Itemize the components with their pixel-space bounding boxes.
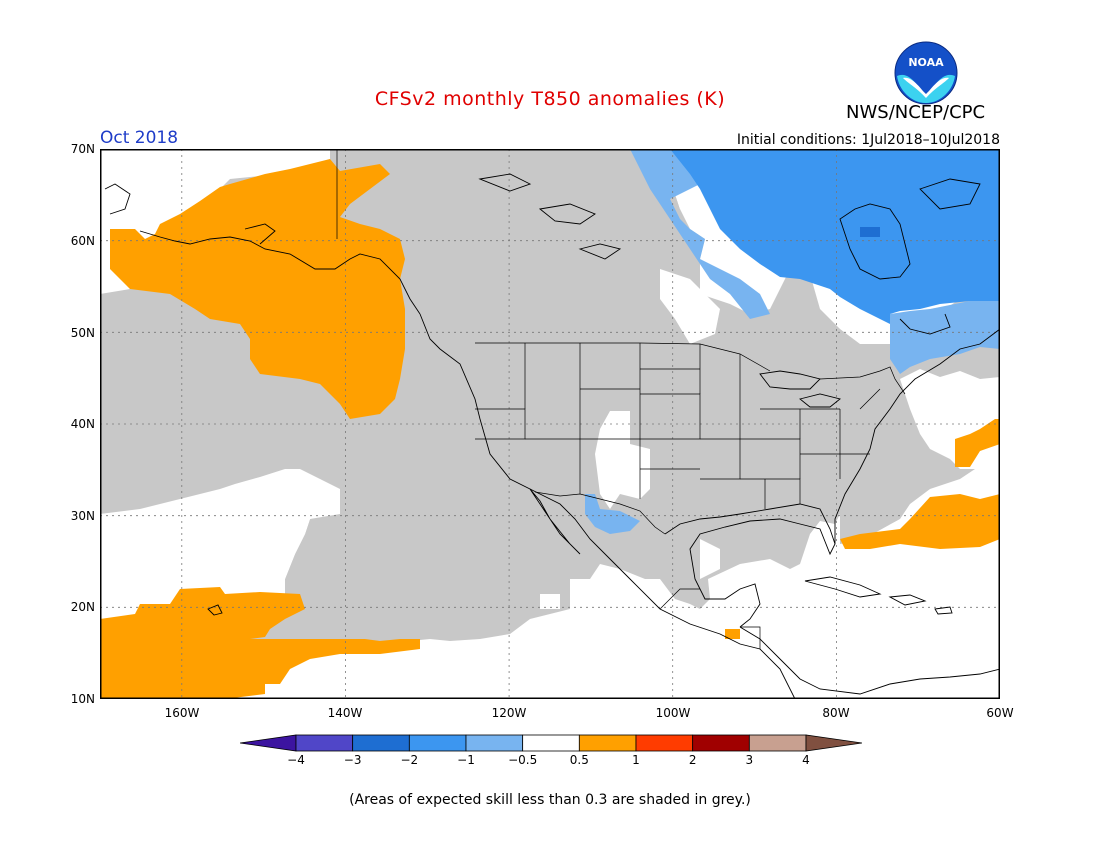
colorbar-cell xyxy=(240,734,297,752)
colorbar-label: 3 xyxy=(745,753,754,767)
colorbar-label: −2 xyxy=(400,753,419,767)
colorbar-label: 2 xyxy=(688,753,697,767)
colorbar-label: 1 xyxy=(632,753,640,767)
colorbar-cell xyxy=(805,734,862,752)
noaa-logo: NOAA xyxy=(894,41,958,105)
lat-label: 70N xyxy=(70,142,95,156)
colorbar-cell xyxy=(692,734,750,752)
colorbar-label: −4 xyxy=(287,753,305,767)
lon-label: 140W xyxy=(327,706,363,720)
colorbar-label: −0.5 xyxy=(508,753,538,767)
cool-anomaly-medium-region xyxy=(670,149,1000,324)
colorbar-cell xyxy=(748,734,807,752)
graticule xyxy=(100,149,1000,699)
lon-label: 120W xyxy=(491,706,527,720)
colorbar xyxy=(240,734,862,752)
political-borders xyxy=(336,149,906,649)
colorbar-label: −1 xyxy=(457,753,475,767)
lon-label: 160W xyxy=(164,706,200,720)
colorbar-cell xyxy=(295,734,354,752)
colorbar-cell xyxy=(522,734,580,752)
map-frame xyxy=(100,149,1000,699)
colorbar-cell xyxy=(408,734,467,752)
lat-label: 10N xyxy=(70,692,95,706)
cool-anomaly-strong-region xyxy=(860,227,880,237)
cool-anomaly-light-region xyxy=(585,149,1000,534)
lat-label: 50N xyxy=(70,326,95,340)
organization-label: NWS/NCEP/CPC xyxy=(846,102,986,123)
initial-conditions-label: Initial conditions: 1Jul2018–10Jul2018 xyxy=(736,132,1000,148)
colorbar-cell xyxy=(635,734,694,752)
colorbar-label: −3 xyxy=(343,753,362,767)
colorbar-cell xyxy=(578,734,637,752)
noaa-logo-text: NOAA xyxy=(908,56,944,69)
lat-label: 30N xyxy=(70,509,95,523)
colorbar-label: 4 xyxy=(802,753,810,767)
warm-anomaly-region xyxy=(100,159,1000,699)
forecast-month-label: Oct 2018 xyxy=(100,128,179,148)
map-title: CFSv2 monthly T850 anomalies (K) xyxy=(374,88,726,110)
anomaly-map xyxy=(100,149,1000,699)
lon-label: 80W xyxy=(822,706,850,720)
skill-footnote: (Areas of expected skill less than 0.3 a… xyxy=(349,792,751,808)
lat-label: 60N xyxy=(70,234,95,248)
lon-label: 100W xyxy=(655,706,691,720)
colorbar-cell xyxy=(465,734,524,752)
lon-label: 60W xyxy=(986,706,1014,720)
coastlines xyxy=(104,173,1000,699)
colorbar-cell xyxy=(352,734,410,752)
lat-label: 40N xyxy=(70,417,95,431)
colorbar-label: 0.5 xyxy=(569,753,589,767)
lat-label: 20N xyxy=(70,600,95,614)
